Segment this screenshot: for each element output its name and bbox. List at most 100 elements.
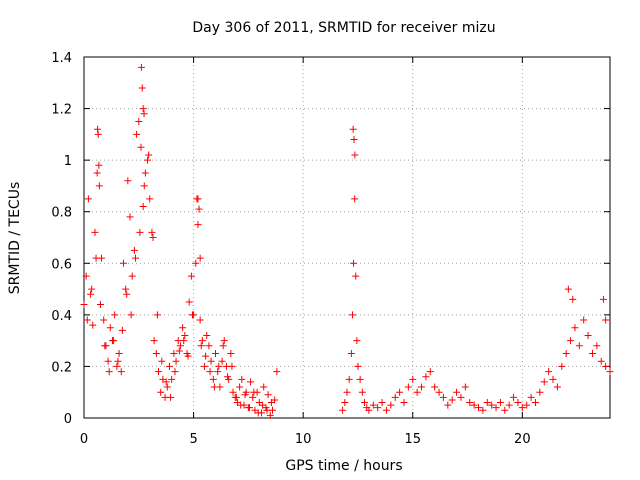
data-point bbox=[197, 342, 205, 350]
data-point bbox=[150, 337, 158, 345]
data-point bbox=[571, 324, 579, 332]
x-tick-label: 10 bbox=[295, 432, 312, 447]
data-point bbox=[87, 290, 95, 298]
data-point bbox=[84, 195, 92, 203]
data-point bbox=[111, 311, 119, 319]
data-point bbox=[119, 259, 127, 267]
data-point bbox=[135, 117, 143, 125]
data-point bbox=[260, 383, 268, 391]
data-point bbox=[153, 311, 161, 319]
data-point bbox=[510, 393, 518, 401]
data-point bbox=[575, 342, 583, 350]
data-point bbox=[523, 401, 531, 409]
data-point bbox=[113, 362, 121, 370]
data-point bbox=[139, 105, 147, 113]
data-point bbox=[123, 290, 131, 298]
data-point bbox=[237, 401, 245, 409]
data-point bbox=[374, 404, 382, 412]
data-point bbox=[215, 362, 223, 370]
data-point bbox=[89, 321, 97, 329]
data-point bbox=[118, 326, 126, 334]
data-point bbox=[457, 393, 465, 401]
data-point bbox=[562, 350, 570, 358]
data-point bbox=[496, 399, 504, 407]
data-point bbox=[209, 375, 217, 383]
y-tick-label: 0.4 bbox=[51, 309, 72, 324]
data-point bbox=[354, 362, 362, 370]
data-point bbox=[358, 388, 366, 396]
data-point bbox=[136, 228, 144, 236]
data-point bbox=[141, 169, 149, 177]
data-point bbox=[400, 399, 408, 407]
data-point bbox=[137, 143, 145, 151]
x-tick-label: 0 bbox=[80, 432, 88, 447]
data-point bbox=[341, 399, 349, 407]
y-tick-label: 0.6 bbox=[51, 257, 72, 272]
data-point bbox=[263, 406, 271, 414]
data-point bbox=[202, 352, 210, 360]
data-point bbox=[584, 331, 592, 339]
data-point bbox=[205, 342, 213, 350]
y-tick-label: 1.4 bbox=[51, 51, 72, 66]
data-point bbox=[144, 156, 152, 164]
data-point bbox=[580, 316, 588, 324]
data-point bbox=[353, 337, 361, 345]
data-point bbox=[545, 368, 553, 376]
data-point bbox=[431, 383, 439, 391]
data-point bbox=[133, 130, 141, 138]
data-point bbox=[602, 362, 610, 370]
data-point bbox=[501, 406, 509, 414]
data-point bbox=[343, 388, 351, 396]
data-point bbox=[606, 368, 614, 376]
data-point bbox=[453, 388, 461, 396]
data-point bbox=[351, 151, 359, 159]
data-point bbox=[593, 342, 601, 350]
data-point bbox=[514, 399, 522, 407]
data-point bbox=[229, 388, 237, 396]
data-point bbox=[404, 383, 412, 391]
y-tick-label: 1.2 bbox=[51, 103, 72, 118]
data-point bbox=[564, 285, 572, 293]
data-point bbox=[196, 316, 204, 324]
x-axis-label: GPS time / hours bbox=[285, 458, 402, 474]
data-point bbox=[527, 393, 535, 401]
data-point bbox=[599, 295, 607, 303]
data-point bbox=[210, 383, 218, 391]
data-point bbox=[146, 195, 154, 203]
data-point bbox=[96, 301, 104, 309]
data-point bbox=[356, 375, 364, 383]
data-point bbox=[232, 393, 240, 401]
data-point bbox=[531, 399, 539, 407]
y-axis-label: SRMTID / TECUs bbox=[7, 182, 23, 295]
data-point bbox=[518, 404, 526, 412]
data-point bbox=[152, 350, 160, 358]
data-point bbox=[259, 401, 267, 409]
data-point bbox=[140, 110, 148, 118]
data-point bbox=[188, 311, 196, 319]
data-point bbox=[93, 169, 101, 177]
data-point bbox=[176, 342, 184, 350]
data-point bbox=[124, 177, 132, 185]
x-tick-label: 15 bbox=[404, 432, 421, 447]
data-point bbox=[201, 362, 209, 370]
chart-title: Day 306 of 2011, SRMTID for receiver miz… bbox=[192, 20, 495, 36]
grid bbox=[84, 57, 610, 418]
data-point bbox=[114, 357, 122, 365]
data-point bbox=[470, 401, 478, 409]
data-point bbox=[369, 401, 377, 409]
data-point bbox=[236, 383, 244, 391]
data-point bbox=[549, 375, 557, 383]
data-point bbox=[448, 396, 456, 404]
data-point bbox=[196, 254, 204, 262]
data-point bbox=[163, 383, 171, 391]
data-point bbox=[220, 337, 228, 345]
data-point bbox=[479, 406, 487, 414]
data-point bbox=[181, 331, 189, 339]
data-point bbox=[194, 221, 202, 229]
data-point bbox=[475, 404, 482, 412]
data-point bbox=[137, 63, 145, 71]
data-point bbox=[117, 368, 125, 376]
data-point bbox=[148, 228, 156, 236]
data-point bbox=[94, 130, 102, 138]
data-point bbox=[444, 401, 452, 409]
